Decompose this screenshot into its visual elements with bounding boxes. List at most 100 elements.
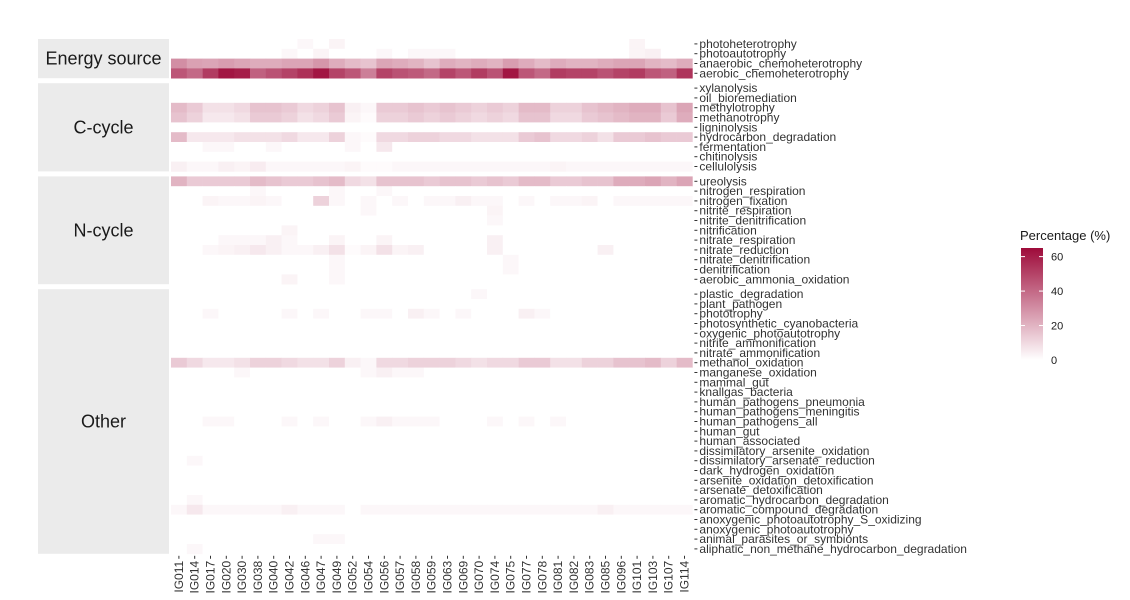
heatmap-cell <box>534 299 551 310</box>
heatmap-cell <box>250 176 267 187</box>
heatmap-cell <box>218 196 235 207</box>
heatmap-cell <box>281 318 298 329</box>
heatmap-cell <box>360 161 377 172</box>
heatmap-cell <box>250 367 267 378</box>
heatmap-cell <box>329 475 346 486</box>
heatmap-cell <box>297 475 314 486</box>
heatmap-cell <box>487 348 504 359</box>
heatmap-cell <box>234 397 251 408</box>
heatmap-cell <box>660 93 677 104</box>
heatmap-cell <box>392 196 409 207</box>
heatmap-cell <box>202 289 219 300</box>
heatmap-cell <box>423 151 440 162</box>
column-label: IG056 <box>377 560 391 593</box>
heatmap-cell <box>186 245 203 256</box>
heatmap-cell <box>597 274 614 285</box>
heatmap-cell <box>376 338 393 349</box>
heatmap-cell <box>676 534 693 545</box>
row-label: photosynthetic_cyanobacteria <box>699 317 858 331</box>
heatmap-cell <box>676 151 693 162</box>
heatmap-cell <box>202 254 219 265</box>
heatmap-cell <box>297 495 314 506</box>
heatmap-cell <box>487 235 504 246</box>
heatmap-cell <box>297 132 314 143</box>
heatmap-cell <box>281 308 298 319</box>
heatmap-cell <box>676 299 693 310</box>
heatmap-cell <box>329 416 346 427</box>
heatmap-cell <box>202 161 219 172</box>
heatmap-cell <box>313 299 330 310</box>
heatmap-cell <box>376 544 393 555</box>
heatmap-cell <box>408 465 425 476</box>
heatmap-cell <box>171 225 188 236</box>
heatmap-cell <box>439 387 456 398</box>
heatmap-cell <box>597 132 614 143</box>
heatmap-cell <box>392 142 409 153</box>
heatmap-cell <box>376 122 393 133</box>
heatmap-cell <box>218 245 235 256</box>
heatmap-cell <box>676 416 693 427</box>
heatmap-cell <box>566 102 583 113</box>
heatmap-cell <box>329 215 346 226</box>
heatmap-cell <box>660 485 677 496</box>
heatmap-cell <box>360 426 377 437</box>
heatmap-cell <box>313 68 330 79</box>
heatmap-cell <box>171 215 188 226</box>
heatmap-cell <box>186 377 203 388</box>
heatmap-cell <box>234 348 251 359</box>
legend-tick-label: 20 <box>1051 321 1063 333</box>
heatmap-cell <box>660 397 677 408</box>
heatmap-cell <box>202 58 219 69</box>
heatmap-cell <box>329 544 346 555</box>
row-label: xylanolysis <box>699 81 757 95</box>
heatmap-cell <box>581 132 598 143</box>
heatmap-cell <box>629 299 646 310</box>
heatmap-cell <box>408 524 425 535</box>
heatmap-cell <box>455 485 472 496</box>
heatmap-cell <box>566 416 583 427</box>
heatmap-cell <box>171 446 188 457</box>
heatmap-cell <box>645 348 662 359</box>
heatmap-cell <box>534 318 551 329</box>
heatmap-cell <box>487 122 504 133</box>
column-label: IG046 <box>298 560 312 593</box>
heatmap-cell <box>313 465 330 476</box>
heatmap-cell <box>344 485 361 496</box>
heatmap-cell <box>360 264 377 275</box>
heatmap-cell <box>597 176 614 187</box>
heatmap-cell <box>518 524 535 535</box>
heatmap-cell <box>613 161 630 172</box>
heatmap-cell <box>202 196 219 207</box>
heatmap-cell <box>202 416 219 427</box>
heatmap-cell <box>329 161 346 172</box>
heatmap-cell <box>250 495 267 506</box>
heatmap-cell <box>423 58 440 69</box>
heatmap-cell <box>566 93 583 104</box>
facet-label: N-cycle <box>73 220 133 240</box>
heatmap-cell <box>297 348 314 359</box>
heatmap-cell <box>392 132 409 143</box>
heatmap-cell <box>202 485 219 496</box>
heatmap-cell <box>502 112 519 123</box>
heatmap-cell <box>534 504 551 515</box>
heatmap-cell <box>566 475 583 486</box>
heatmap-cell <box>613 142 630 153</box>
heatmap-cell <box>629 235 646 246</box>
heatmap-cell <box>534 245 551 256</box>
heatmap-cell <box>202 205 219 216</box>
heatmap-cell <box>534 534 551 545</box>
heatmap-cell <box>360 514 377 525</box>
facet-strip <box>38 39 169 79</box>
heatmap-cell <box>218 39 235 50</box>
heatmap-cell <box>344 215 361 226</box>
row-label: dark_hydrogen_oxidation <box>699 464 834 478</box>
heatmap-cell <box>186 205 203 216</box>
heatmap-cell <box>250 416 267 427</box>
row-label: nitrogen_respiration <box>699 184 805 198</box>
heatmap-cell <box>297 426 314 437</box>
heatmap-cell <box>629 534 646 545</box>
heatmap-cell <box>281 83 298 94</box>
heatmap-cell <box>281 436 298 447</box>
heatmap-cell <box>250 446 267 457</box>
heatmap-cell <box>645 524 662 535</box>
